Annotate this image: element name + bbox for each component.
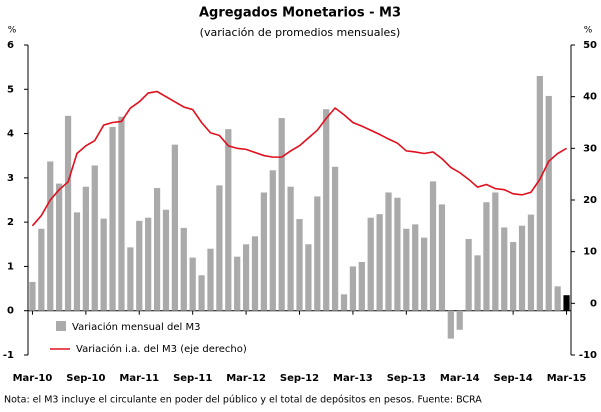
x-tick-label: Sep-11 (173, 373, 212, 384)
legend-label: Variación i.a. del M3 (eje derecho) (76, 343, 247, 355)
bar (136, 220, 143, 311)
bar (38, 228, 45, 311)
y-tick-label: -1 (3, 350, 14, 361)
legend-label: Variación mensual del M3 (72, 321, 200, 333)
bar (554, 286, 561, 311)
bar (64, 115, 72, 311)
y2-tick-label: 40 (583, 92, 597, 103)
bar (563, 295, 570, 311)
bar (118, 116, 125, 311)
bar (465, 238, 472, 311)
y2-tick-label: 20 (583, 195, 597, 206)
bar (180, 227, 187, 311)
bar (314, 196, 321, 311)
x-tick-label: Sep-14 (494, 373, 533, 384)
x-tick-label: Mar-15 (547, 373, 587, 384)
bar (492, 192, 499, 311)
y2-tick-label: 0 (590, 298, 597, 309)
bar (153, 188, 161, 311)
bar (438, 204, 446, 311)
y-tick-label: 4 (7, 129, 14, 140)
bar (207, 248, 214, 311)
bar (527, 214, 535, 311)
bar (260, 192, 268, 311)
bar (474, 255, 481, 311)
bar (109, 126, 116, 311)
bar (73, 212, 81, 311)
bar (456, 310, 463, 330)
bar (385, 192, 392, 311)
bar (367, 217, 374, 311)
x-tick-label: Sep-13 (387, 373, 426, 384)
y2-tick-label: 30 (583, 143, 597, 154)
y-tick-label: 2 (7, 217, 14, 228)
x-tick-label: Mar-12 (226, 373, 266, 384)
y-tick-label: 1 (7, 261, 14, 272)
x-tick-label: Mar-10 (13, 373, 53, 384)
y-tick-label: 5 (7, 84, 14, 95)
x-tick-label: Mar-14 (440, 373, 480, 384)
bar (225, 129, 232, 311)
x-tick-label: Mar-11 (119, 373, 159, 384)
bar (287, 186, 294, 311)
bar (234, 256, 241, 311)
bar (510, 242, 517, 311)
bar (323, 109, 330, 311)
y-tick-label: 0 (7, 306, 14, 317)
bar (171, 144, 178, 311)
bar (242, 244, 250, 311)
bar (518, 225, 526, 311)
bar (376, 214, 383, 311)
y-tick-label: 3 (7, 173, 14, 184)
bar (447, 310, 454, 339)
x-tick-label: Sep-10 (66, 373, 105, 384)
y2-axis-label: % (584, 26, 593, 36)
y-axis-label: % (8, 26, 17, 36)
bar (412, 224, 419, 311)
bar (251, 236, 259, 311)
legend-swatch (56, 321, 66, 331)
bar (56, 183, 63, 311)
bar (216, 185, 223, 311)
x-tick-label: Mar-13 (333, 373, 373, 384)
bar (189, 257, 196, 311)
chart-title: Agregados Monetarios - M3 (199, 6, 401, 21)
bar (394, 197, 401, 311)
bar (145, 217, 152, 311)
bar (545, 95, 552, 311)
bar (483, 202, 490, 311)
x-tick-label: Sep-12 (280, 373, 319, 384)
bar (340, 294, 348, 311)
bar (47, 161, 54, 311)
bar (278, 118, 285, 311)
y2-tick-label: -10 (579, 350, 597, 361)
bar (331, 166, 339, 311)
bar (100, 218, 107, 311)
bar (501, 227, 508, 311)
bar (127, 247, 134, 311)
bar (269, 170, 276, 311)
y-tick-label: 6 (7, 40, 14, 51)
bar (429, 181, 437, 311)
bar (198, 275, 205, 311)
bar (305, 244, 312, 311)
bar (536, 76, 543, 311)
bar (91, 165, 98, 311)
bar (162, 209, 170, 311)
bar (349, 266, 357, 311)
bar (421, 237, 428, 311)
bar (296, 219, 303, 311)
line-series (31, 90, 567, 227)
chart-subtitle: (variación de promedios mensuales) (200, 26, 401, 39)
bar (82, 186, 89, 311)
bar (29, 281, 36, 311)
bar (403, 228, 410, 311)
y2-tick-label: 10 (583, 247, 597, 258)
bar (358, 262, 365, 311)
footnote: Nota: el M3 incluye el circulante en pod… (4, 395, 482, 406)
y2-tick-label: 50 (583, 40, 597, 51)
